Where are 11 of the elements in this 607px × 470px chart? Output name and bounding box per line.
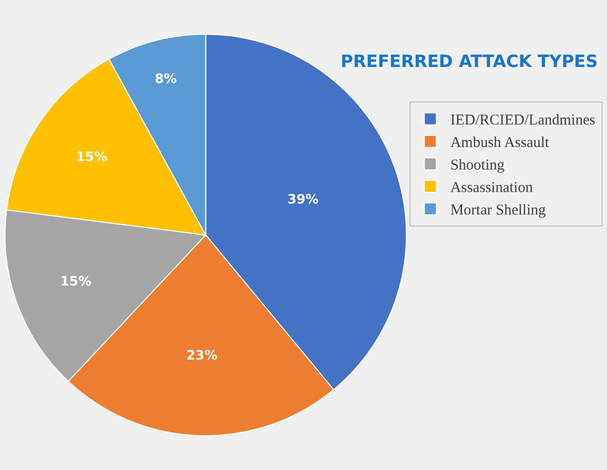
legend-label: Assassination bbox=[450, 180, 534, 196]
data-label: 15% bbox=[76, 150, 108, 165]
text: PREFERRED ATTACK TYPES bbox=[340, 52, 598, 72]
legend-label: IED/RCIED/Landmines bbox=[450, 112, 596, 129]
legend-label: Mortar Shelling bbox=[450, 202, 546, 219]
data-label: 8% bbox=[154, 72, 177, 87]
data-label: 39% bbox=[287, 192, 319, 208]
data-label: 15% bbox=[60, 274, 92, 290]
data-label: 23% bbox=[186, 348, 218, 364]
legend-label: Shooting bbox=[450, 158, 506, 174]
legend-label: Ambush Assault bbox=[450, 135, 550, 152]
